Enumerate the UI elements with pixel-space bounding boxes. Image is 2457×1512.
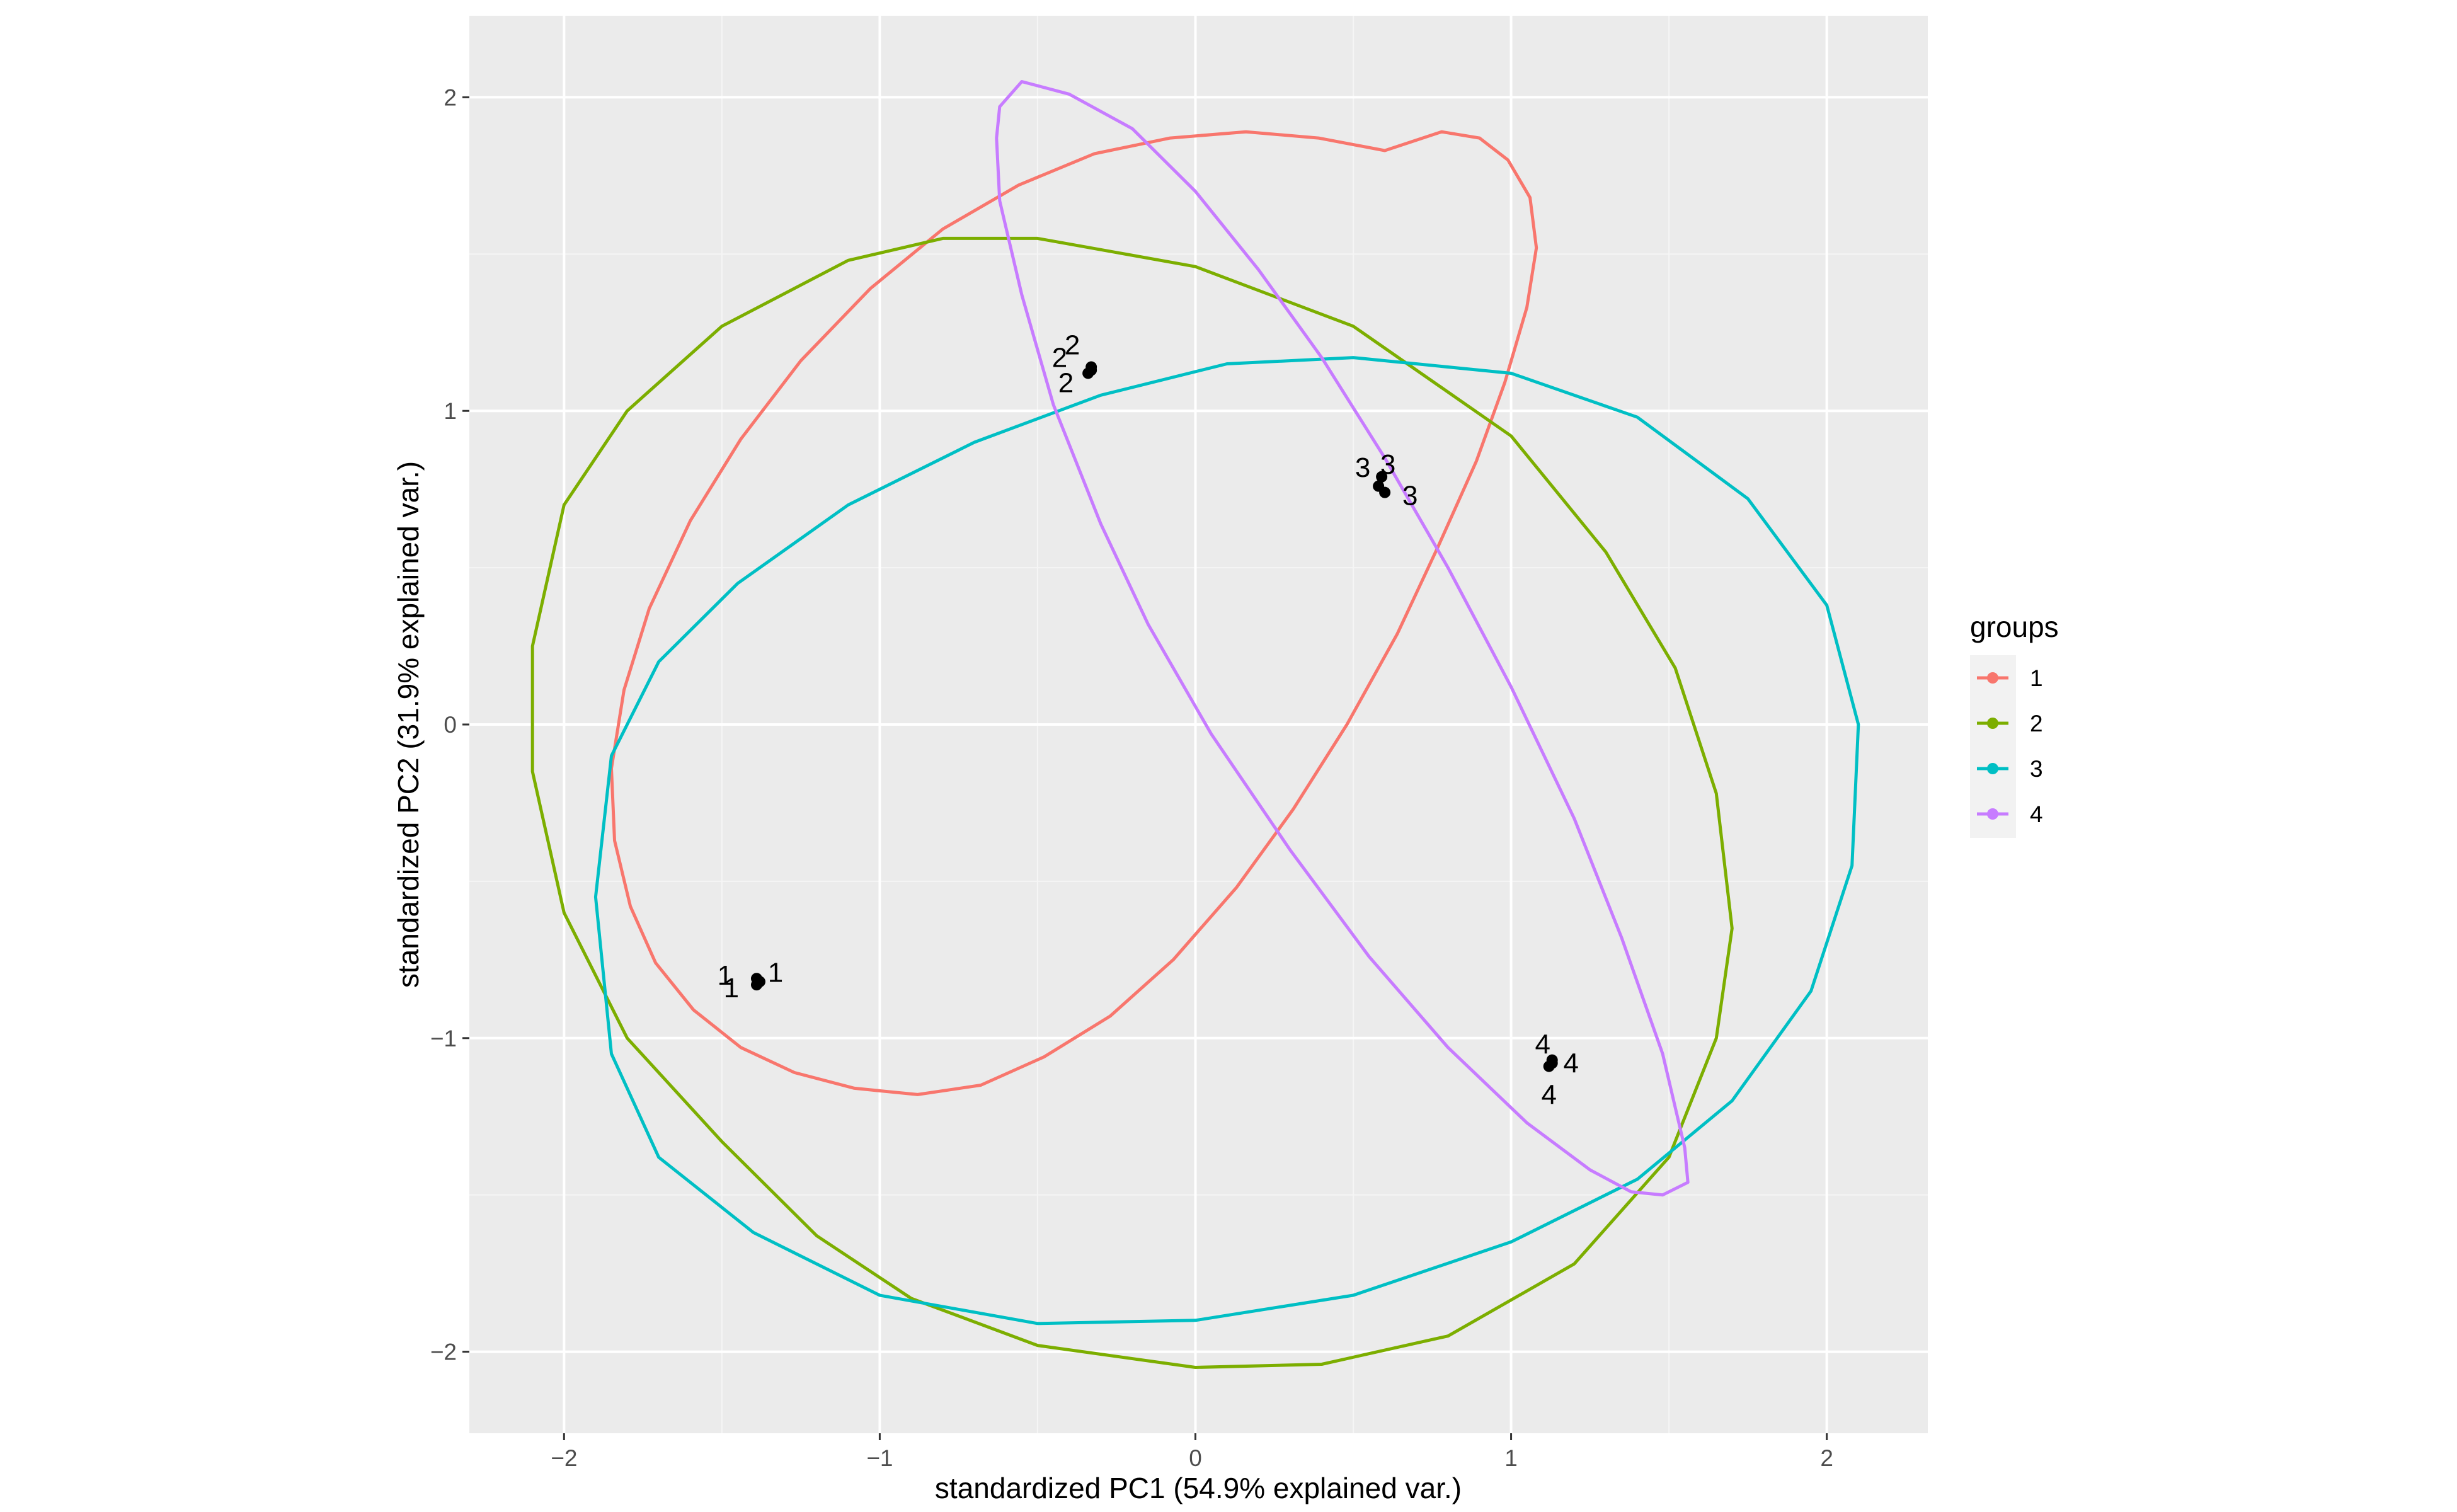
point-group-3: [1379, 486, 1391, 498]
point-label: 1: [724, 973, 739, 1004]
y-tick-label: 1: [444, 398, 457, 424]
legend-key-point: [1987, 672, 1998, 684]
x-axis-title: standardized PC1 (54.9% explained var.): [935, 1472, 1462, 1504]
point-label: 4: [1535, 1029, 1550, 1060]
legend-key-point: [1987, 718, 1998, 729]
legend-label: 4: [2030, 801, 2043, 827]
y-tick-label: −2: [430, 1339, 457, 1365]
legend-label: 1: [2030, 665, 2043, 691]
y-axis-title: standardized PC2 (31.9% explained var.): [392, 461, 425, 988]
point-label: 3: [1380, 449, 1395, 480]
group-ellipses: [530, 80, 1860, 1369]
ellipse-group-3: [593, 356, 1860, 1326]
point-group-2: [1085, 361, 1097, 373]
point-group-4: [1546, 1057, 1558, 1069]
point-label: 4: [1541, 1079, 1556, 1110]
ellipse-group-2: [530, 236, 1734, 1369]
legend: groups 1 2 3 4: [1970, 610, 2059, 838]
legend-label: 2: [2030, 711, 2043, 736]
point-label: 1: [768, 957, 783, 988]
x-tick-label: −1: [866, 1445, 893, 1471]
point-label: 3: [1402, 481, 1418, 512]
x-tick-label: 1: [1504, 1445, 1518, 1471]
x-tick-label: 0: [1189, 1445, 1202, 1471]
point-group-1: [750, 979, 762, 991]
point-label: 2: [1058, 367, 1074, 398]
major-grid: [469, 16, 1928, 1433]
point-label: 2: [1052, 343, 1067, 374]
axis-ticks: [462, 96, 1828, 1440]
point-label: 2: [1065, 330, 1080, 361]
legend-items: 1 2 3 4: [1977, 665, 2043, 827]
axis-tick-labels: −2 −1 0 1 2 −2 −1 0 1 2: [430, 84, 1833, 1471]
data-points: [750, 361, 1558, 1072]
point-label: 4: [1564, 1048, 1579, 1079]
legend-key-point: [1987, 763, 1998, 774]
x-tick-label: −2: [551, 1445, 577, 1471]
y-tick-label: −1: [430, 1026, 457, 1051]
legend-label: 3: [2030, 756, 2043, 782]
point-label: 3: [1355, 452, 1370, 483]
legend-key-point: [1987, 808, 1998, 820]
point-group-3: [1376, 471, 1388, 483]
x-tick-label: 2: [1820, 1445, 1833, 1471]
y-tick-label: 0: [444, 712, 457, 738]
legend-key-background: [1970, 655, 2016, 838]
legend-title: groups: [1970, 610, 2059, 643]
y-tick-label: 2: [444, 84, 457, 110]
ellipse-group-4: [995, 80, 1690, 1197]
point-label: 1: [718, 960, 733, 991]
